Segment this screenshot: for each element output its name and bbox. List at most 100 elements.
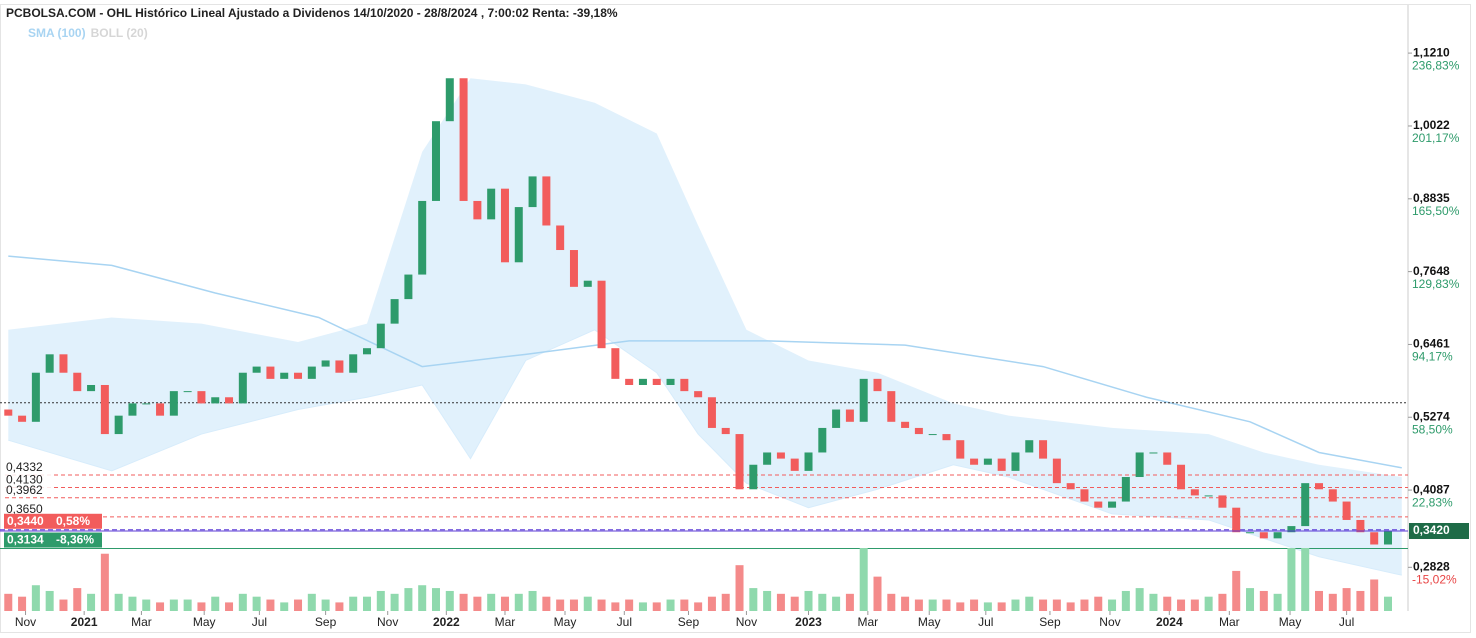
candle-body: [845, 409, 854, 422]
volume-bar: [197, 602, 206, 611]
candle-body: [45, 354, 54, 373]
y-tick-label: 0,8835: [1413, 191, 1450, 205]
candle-body: [1287, 526, 1296, 533]
candle-body: [1190, 489, 1199, 496]
candle-body: [680, 378, 689, 392]
candle-body: [569, 250, 578, 287]
volume-bar: [873, 576, 882, 611]
y-tick-label: 0,4087: [1413, 482, 1450, 496]
candle-body: [638, 378, 647, 385]
candle-body: [1301, 483, 1310, 527]
volume-bar: [956, 602, 965, 611]
x-tick-label: Sep: [678, 615, 700, 629]
volume-bar: [211, 596, 220, 611]
candle-body: [1080, 489, 1089, 502]
volume-bar: [735, 565, 744, 611]
volume-bar: [1273, 593, 1282, 611]
volume-bar: [666, 599, 675, 611]
volume-bar: [45, 590, 54, 611]
candle-body: [887, 391, 896, 422]
candle-body: [335, 360, 344, 373]
volume-bar: [473, 596, 482, 611]
candle-body: [914, 427, 923, 435]
candle-body: [652, 378, 661, 385]
candle-body: [1246, 532, 1255, 534]
volume-bar: [790, 596, 799, 611]
volume-bar: [983, 602, 992, 611]
volume-bar: [266, 599, 275, 611]
x-tick-label: Mar: [858, 615, 879, 629]
candle-body: [997, 458, 1006, 471]
volume-bar: [694, 602, 703, 611]
volume-bar: [680, 599, 689, 611]
candle-body: [735, 434, 744, 490]
candle-body: [459, 78, 468, 201]
volume-bar: [652, 602, 661, 611]
candle-body: [404, 274, 413, 300]
legend-entry: SMA (100): [28, 26, 86, 40]
candle-body: [556, 225, 565, 251]
volume-bar: [487, 593, 496, 611]
candle-body: [418, 200, 427, 275]
volume-bar: [1315, 590, 1324, 611]
x-tick-label: May: [193, 615, 216, 629]
volume-bar: [500, 596, 509, 611]
candle-body: [1273, 532, 1282, 539]
candle-body: [294, 372, 303, 379]
price-mark-label: 0,3134: [7, 533, 44, 547]
volume-bar: [73, 588, 82, 611]
volume-bar: [1011, 599, 1020, 611]
volume-bar: [1080, 599, 1089, 611]
level-label-bg: [4, 473, 52, 487]
x-tick-label: 2022: [433, 615, 460, 629]
price-mark-change: 0,58%: [56, 514, 90, 528]
candle-body: [252, 366, 261, 373]
volume-bar: [1204, 596, 1213, 611]
volume-bar: [997, 602, 1006, 611]
candle-body: [1328, 489, 1337, 502]
y-tick-pct: -15,02%: [1412, 572, 1457, 586]
volume-bar: [1149, 593, 1158, 611]
y-tick-pct: 94,17%: [1412, 350, 1453, 364]
level-label-bg: [4, 502, 52, 516]
y-tick-label: 0,5274: [1413, 409, 1450, 423]
candle-body: [266, 366, 275, 379]
volume-bar: [363, 596, 372, 611]
volume-bar: [349, 596, 358, 611]
candle-body: [114, 415, 123, 435]
candle-body: [321, 360, 330, 367]
volume-bar: [832, 596, 841, 611]
candle-body: [73, 372, 82, 392]
volume-bar: [1246, 588, 1255, 611]
volume-bar: [611, 602, 620, 611]
volume-bar: [970, 599, 979, 611]
volume-bar: [583, 596, 592, 611]
legend-entry: BOLL (20): [91, 26, 148, 40]
volume-bar: [1190, 599, 1199, 611]
candle-body: [390, 299, 399, 324]
volume-bar: [1218, 593, 1227, 611]
x-tick-label: Nov: [377, 615, 398, 629]
level-label: 0,4130: [6, 473, 43, 487]
volume-bar: [597, 599, 606, 611]
level-label: 0,3650: [6, 502, 43, 516]
volume-bar: [859, 548, 868, 611]
volume-bar: [225, 602, 234, 611]
volume-bar: [59, 599, 68, 611]
candle-body: [1052, 458, 1061, 484]
candle-body: [487, 188, 496, 220]
chart-title: PCBOLSA.COM - OHL Histórico Lineal Ajust…: [6, 6, 618, 20]
y-tick-pct: 236,83%: [1412, 58, 1460, 72]
volume-bar: [721, 593, 730, 611]
y-tick-label: 0,6461: [1413, 337, 1450, 351]
y-tick-label: 1,1210: [1413, 45, 1450, 59]
candle-body: [1163, 452, 1172, 465]
volume-bar: [914, 599, 923, 611]
candle-body: [1094, 501, 1103, 508]
volume-bar: [1025, 596, 1034, 611]
y-tick-pct: 58,50%: [1412, 422, 1453, 436]
volume-bar: [707, 596, 716, 611]
y-tick-label: 0,2828: [1413, 559, 1450, 573]
volume-bar: [928, 599, 937, 611]
candle-body: [666, 378, 675, 385]
